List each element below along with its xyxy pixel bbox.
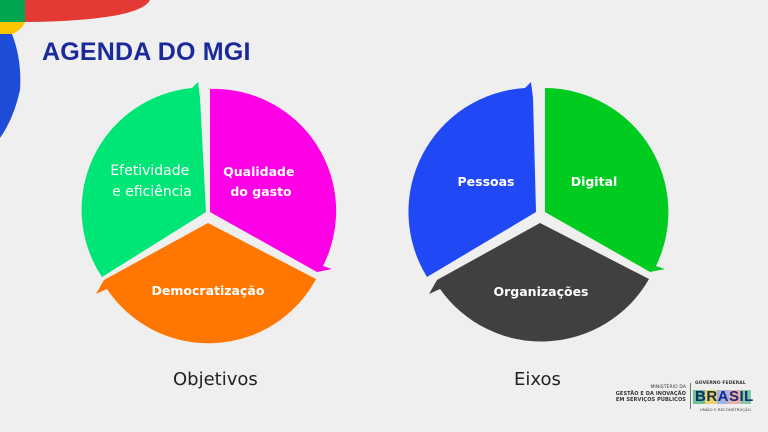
gov-federal-label: GOVERNO FEDERAL (695, 381, 746, 386)
segment-label-qualidade: Qualidade do gasto (223, 164, 299, 199)
segment-democratizacao (96, 223, 316, 344)
caption-eixos: Eixos (514, 369, 561, 390)
tagline: UNIÃO E RECONSTRUÇÃO (700, 407, 751, 412)
segment-pessoas (408, 82, 536, 277)
ministry-line-1: MINISTÉRIO DA (650, 385, 686, 390)
segment-organizacoes (429, 223, 649, 342)
segment-qualidade (210, 88, 337, 272)
segment-label-democratizacao: Democratização (152, 283, 265, 298)
segment-digital (545, 88, 669, 272)
segment-label-pessoas: Pessoas (458, 174, 515, 189)
brasil-wordmark: BRASIL (695, 388, 754, 405)
ministry-logo: MINISTÉRIO DA GESTÃO E DA INOVAÇÃO EM SE… (612, 385, 686, 409)
caption-objetivos: Objetivos (173, 369, 258, 390)
segment-label-organizacoes: Organizações (494, 284, 589, 299)
segment-label-digital: Digital (571, 174, 618, 189)
page-title: AGENDA DO MGI (42, 38, 251, 66)
logo-divider (690, 383, 691, 409)
segment-label-efetividade: Efetividade e eficiência (110, 163, 193, 200)
segment-efetividade (81, 82, 206, 277)
government-logo: GOVERNO FEDERAL UNIÃO E RECONSTRUÇÃO (692, 379, 754, 413)
ministry-line-3: EM SERVIÇOS PÚBLICOS (615, 397, 686, 403)
ministry-line-2: GESTÃO E DA INOVAÇÃO (615, 391, 686, 397)
